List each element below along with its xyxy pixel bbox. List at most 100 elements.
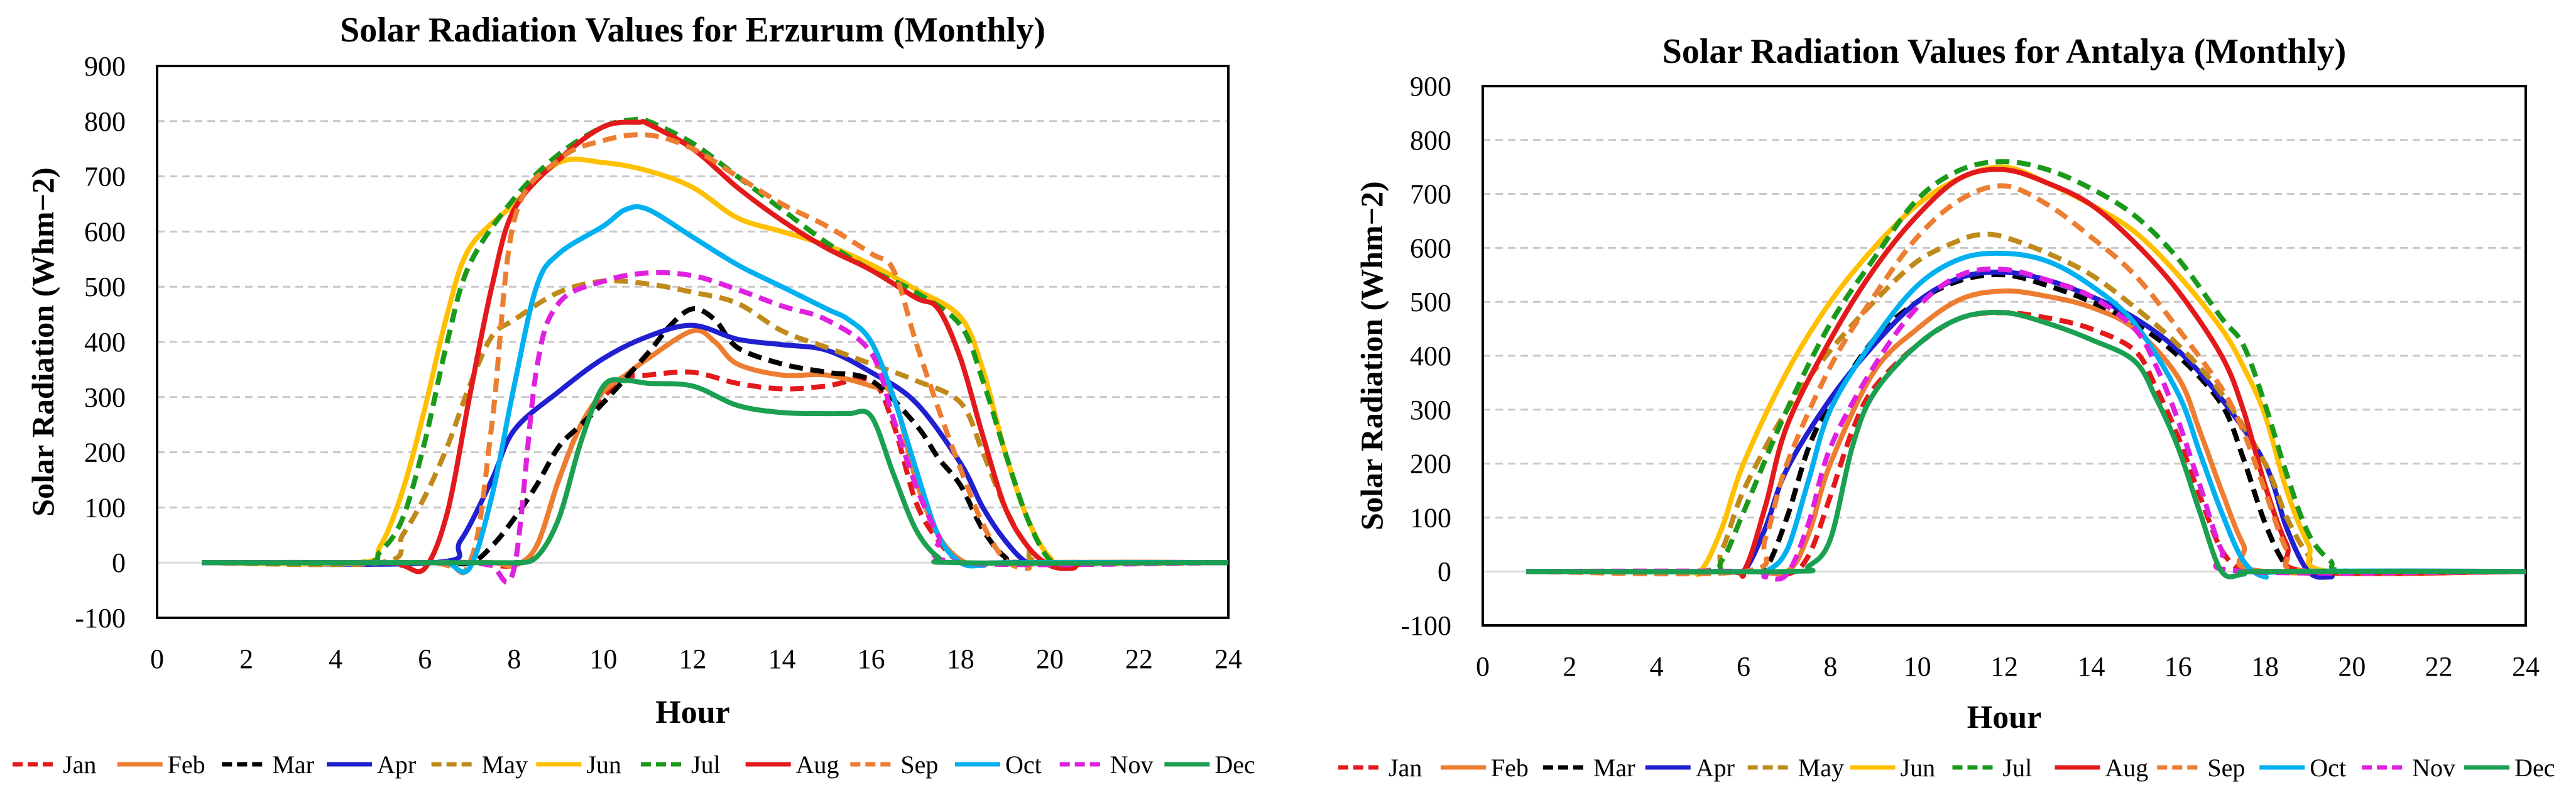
- x-tick-label: 20: [2338, 651, 2366, 682]
- series-line-oct: [201, 204, 1229, 575]
- legend-label: Jul: [691, 750, 721, 779]
- x-tick-label: 2: [239, 644, 253, 674]
- series-line-may: [201, 278, 1229, 568]
- legend-item-jun: Jun: [536, 750, 621, 779]
- series-line-feb: [201, 327, 1229, 569]
- x-tick-label: 8: [507, 644, 521, 674]
- x-tick-label: 8: [1823, 651, 1837, 682]
- series-line-jan: [201, 369, 1229, 569]
- x-tick-label: 20: [1036, 644, 1064, 674]
- legend-item-oct: Oct: [2259, 754, 2346, 782]
- x-tick-label: 18: [2251, 651, 2279, 682]
- legend-item-jul: Jul: [641, 750, 721, 779]
- legend-label: Nov: [2412, 754, 2455, 782]
- legend-item-jun: Jun: [1850, 754, 1936, 782]
- series-line-nov: [1526, 266, 2526, 582]
- legend-label: Mar: [1593, 754, 1635, 782]
- y-tick-label: 100: [1410, 502, 1451, 533]
- legend-item-dec: Dec: [1164, 750, 1255, 779]
- legend-item-jul: Jul: [1952, 754, 2033, 782]
- legend-item-jan: Jan: [1338, 754, 1422, 782]
- y-tick-label: 300: [84, 382, 126, 413]
- legend-label: Mar: [272, 750, 314, 779]
- y-tick-label: 400: [1410, 341, 1451, 371]
- legend-item-mar: Mar: [1542, 754, 1635, 782]
- y-tick-label: 500: [84, 272, 126, 302]
- x-tick-label: 2: [1563, 651, 1576, 682]
- legend-item-may: May: [431, 750, 528, 779]
- y-tick-label: -100: [75, 603, 126, 634]
- x-tick-label: 10: [1904, 651, 1931, 682]
- plot-area: [156, 65, 1230, 619]
- y-tick-label: 0: [1438, 556, 1451, 587]
- y-tick-label: 200: [1410, 449, 1451, 480]
- y-tick-label: 700: [1410, 179, 1451, 210]
- series-line-dec: [1526, 309, 2526, 580]
- x-tick-label: 12: [1990, 651, 2018, 682]
- legend-label: Jun: [1901, 754, 1936, 782]
- legend-label: Jul: [2003, 754, 2033, 782]
- legend-label: Jan: [1389, 754, 1422, 782]
- legend-label: Oct: [1005, 750, 1042, 779]
- legend-item-may: May: [1747, 754, 1844, 782]
- y-tick-label: 500: [1410, 287, 1451, 317]
- x-tick-label: 14: [2077, 651, 2105, 682]
- x-tick-label: 10: [589, 644, 617, 674]
- legend-item-mar: Mar: [222, 750, 314, 779]
- y-tick-label: 600: [1410, 233, 1451, 263]
- legend-label: Oct: [2310, 754, 2346, 782]
- erzurum-chart: Solar Radiation Values for Erzurum (Mont…: [13, 11, 1255, 779]
- y-tick-label: 600: [84, 216, 126, 247]
- x-tick-label: 6: [418, 644, 432, 674]
- series-line-mar: [1526, 272, 2526, 576]
- x-tick-label: 0: [150, 644, 164, 674]
- x-tick-label: 22: [1125, 644, 1153, 674]
- legend-label: May: [1798, 754, 1844, 782]
- y-tick-label: 300: [1410, 395, 1451, 426]
- y-tick-label: 800: [84, 106, 126, 137]
- legend-item-sep: Sep: [850, 750, 938, 779]
- x-axis-label: Hour: [655, 695, 729, 730]
- y-tick-label: 900: [1410, 71, 1451, 102]
- y-tick-label: 400: [84, 327, 126, 358]
- legend-label: Jan: [63, 750, 96, 779]
- series-line-apr: [201, 322, 1228, 567]
- series-line-jun: [1526, 164, 2526, 578]
- legend-item-dec: Dec: [2464, 754, 2555, 782]
- series-line-may: [1526, 231, 2526, 576]
- y-tick-label: 700: [84, 162, 126, 192]
- y-tick-label: 100: [84, 492, 126, 523]
- chart-title: Solar Radiation Values for Antalya (Mont…: [1662, 32, 2347, 71]
- series-line-dec: [201, 377, 1229, 566]
- y-tick-label: -100: [1400, 610, 1451, 641]
- x-tick-label: 16: [858, 644, 885, 674]
- legend-label: Sep: [900, 750, 938, 779]
- legend-label: Aug: [2105, 754, 2148, 782]
- y-tick-label: 800: [1410, 125, 1451, 156]
- legend-label: Jun: [586, 750, 621, 779]
- x-tick-label: 4: [329, 644, 342, 674]
- x-tick-label: 22: [2425, 651, 2453, 682]
- x-tick-label: 0: [1476, 651, 1490, 682]
- x-tick-label: 4: [1650, 651, 1664, 682]
- series-line-jan: [1526, 310, 2526, 578]
- legend-label: Sep: [2207, 754, 2245, 782]
- legend-label: Apr: [377, 750, 416, 779]
- legend-label: Nov: [1110, 750, 1154, 779]
- legend-label: Dec: [1214, 750, 1255, 779]
- legend-label: Dec: [2514, 754, 2555, 782]
- chart-title: Solar Radiation Values for Erzurum (Mont…: [340, 11, 1045, 50]
- x-tick-label: 18: [947, 644, 974, 674]
- series-line-feb: [1526, 288, 2526, 577]
- legend-item-apr: Apr: [327, 750, 416, 779]
- series-line-nov: [201, 270, 1229, 585]
- legend-label: May: [482, 750, 528, 779]
- series-line-sep: [1526, 183, 2526, 577]
- legend-item-aug: Aug: [745, 750, 839, 779]
- y-tick-label: 0: [112, 547, 126, 578]
- legend-label: Aug: [796, 750, 839, 779]
- antalya-chart: Solar Radiation Values for Antalya (Mont…: [1338, 32, 2555, 782]
- y-axis-label: Solar Radiation (Whm−2): [1354, 181, 1389, 530]
- x-tick-label: 16: [2164, 651, 2192, 682]
- plot-area: [1482, 85, 2527, 627]
